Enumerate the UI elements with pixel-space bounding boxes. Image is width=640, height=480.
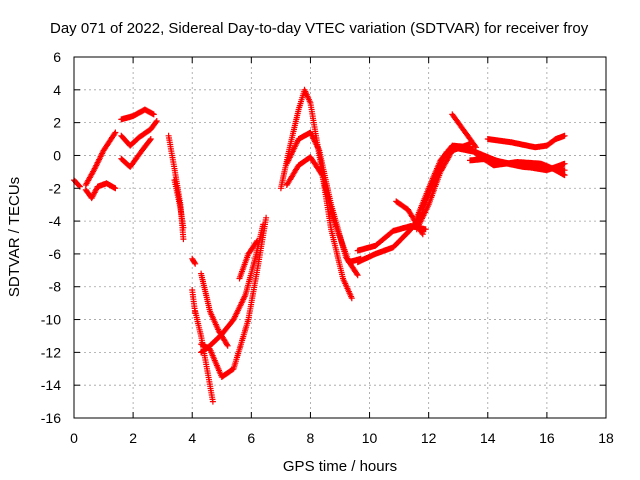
data-point-markers bbox=[118, 118, 160, 149]
y-tick-label: -14 bbox=[41, 377, 61, 393]
x-tick-label: 18 bbox=[598, 430, 614, 446]
data-point-markers bbox=[198, 270, 231, 349]
data-point-markers bbox=[71, 177, 83, 190]
series-track-4 bbox=[118, 106, 157, 123]
series-track-17 bbox=[283, 129, 361, 279]
series-track-6 bbox=[118, 136, 154, 170]
axis-ticks: 0 2 4 6 8 10 12 14 16 18 -16 -14 -12 -10 -8 -6 -4 -2 0 2 4 6 bbox=[41, 49, 614, 446]
data-point-markers bbox=[189, 255, 199, 267]
series-track-29 bbox=[484, 132, 568, 151]
data-point-markers bbox=[473, 150, 568, 174]
data-point-markers bbox=[118, 136, 154, 170]
series-track-15 bbox=[236, 237, 261, 282]
series-track-13 bbox=[198, 214, 270, 380]
data-point-markers bbox=[419, 144, 476, 213]
series-track-24 bbox=[419, 144, 476, 213]
series-track-8 bbox=[171, 177, 187, 231]
x-tick-label: 2 bbox=[129, 430, 137, 446]
x-axis-label: GPS time / hours bbox=[283, 458, 397, 475]
x-tick-label: 14 bbox=[480, 430, 496, 446]
x-tick-label: 0 bbox=[70, 430, 78, 446]
x-tick-label: 6 bbox=[247, 430, 255, 446]
series-track-2 bbox=[82, 129, 119, 188]
y-tick-label: -6 bbox=[49, 246, 62, 262]
series-track-28 bbox=[473, 150, 568, 174]
x-tick-label: 16 bbox=[539, 430, 555, 446]
y-tick-label: -2 bbox=[49, 180, 62, 196]
y-tick-label: -10 bbox=[41, 312, 61, 328]
data-point-markers bbox=[277, 86, 355, 302]
data-point-markers bbox=[171, 177, 187, 231]
x-tick-label: 8 bbox=[307, 430, 315, 446]
y-tick-label: 6 bbox=[53, 49, 61, 65]
y-tick-label: -4 bbox=[49, 213, 62, 229]
data-point-markers bbox=[198, 214, 270, 380]
series-track-3 bbox=[82, 180, 119, 202]
data-point-markers bbox=[236, 237, 261, 282]
y-tick-label: 0 bbox=[53, 147, 61, 163]
series-track-18 bbox=[283, 154, 364, 266]
data-point-markers bbox=[449, 111, 479, 151]
series-track-9 bbox=[189, 255, 199, 267]
y-axis-label: SDTVAR / TECUs bbox=[6, 177, 23, 297]
data-point-markers bbox=[82, 129, 119, 188]
plot-frame bbox=[73, 56, 607, 419]
x-tick-label: 10 bbox=[362, 430, 378, 446]
data-marks bbox=[71, 86, 568, 405]
series-track-5 bbox=[118, 118, 160, 149]
chart-title: Day 071 of 2022, Sidereal Day-to-day VTE… bbox=[50, 20, 589, 37]
x-tick-label: 4 bbox=[188, 430, 196, 446]
series-track-1 bbox=[71, 177, 83, 190]
series-track-25 bbox=[449, 111, 479, 151]
grid bbox=[74, 57, 606, 418]
data-point-markers bbox=[118, 106, 157, 123]
y-tick-label: 4 bbox=[53, 82, 61, 98]
series-track-11 bbox=[198, 270, 231, 349]
data-point-markers bbox=[484, 132, 568, 151]
data-point-markers bbox=[82, 180, 119, 202]
y-tick-label: -12 bbox=[41, 344, 61, 360]
data-point-markers bbox=[283, 154, 364, 266]
y-tick-label: -16 bbox=[41, 410, 61, 426]
series-track-16 bbox=[277, 86, 355, 302]
data-point-markers bbox=[283, 129, 361, 279]
y-tick-label: -8 bbox=[49, 279, 62, 295]
x-tick-label: 12 bbox=[421, 430, 437, 446]
y-tick-label: 2 bbox=[53, 115, 61, 131]
